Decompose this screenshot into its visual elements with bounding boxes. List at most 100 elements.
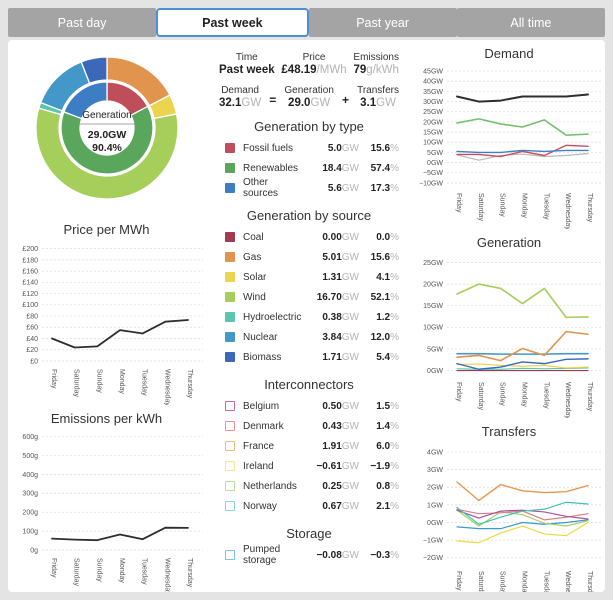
fossil-fuels-swatch — [225, 143, 235, 153]
svg-text:45GW: 45GW — [423, 68, 443, 75]
svg-text:35GW: 35GW — [423, 89, 443, 96]
svg-text:£80: £80 — [26, 313, 38, 320]
wind-swatch — [225, 292, 235, 302]
legend-row-hydroelectric: Hydroelectric 0.38GW 1.2% — [219, 307, 399, 327]
svg-text:5GW: 5GW — [427, 346, 443, 353]
svg-text:200g: 200g — [22, 510, 38, 517]
legend-label: Ireland — [243, 460, 274, 472]
svg-text:Monday: Monday — [118, 558, 125, 583]
interconnectors-section: Interconnectors Belgium 0.50GW 1.5% Denmark… — [219, 377, 399, 516]
generation-unit: GW — [310, 97, 331, 109]
svg-text:Monday: Monday — [118, 369, 125, 394]
legend-row-norway: Norway 0.67GW 2.1% — [219, 496, 399, 516]
legend-row-renewables: Renewables 18.4GW 57.4% — [219, 158, 399, 178]
renewables-swatch — [225, 163, 235, 173]
emissions-label: Emissions — [353, 52, 399, 63]
demand-chart-title: Demand — [484, 46, 534, 61]
svg-text:600g: 600g — [22, 434, 38, 441]
svg-text:−10GW: −10GW — [419, 180, 443, 187]
legend-percent: 12.0% — [370, 331, 399, 343]
tab-past-day[interactable]: Past day — [8, 8, 157, 37]
stats-row-formula: Demand 32.1GW = Generation 29.0GW + Tran… — [219, 85, 399, 109]
legend-percent: 15.6% — [370, 251, 399, 263]
other-sources-swatch — [225, 183, 235, 193]
right-column: Demand −10GW −5GW 0GW 5GW 10GW 15GW 20GW 25GW 30… — [413, 40, 605, 592]
transfers-label: Transfers — [357, 85, 399, 96]
legend-percent: −0.3% — [370, 549, 399, 561]
legend-value: 1.71GW — [322, 351, 359, 363]
pumped-storage-swatch — [225, 550, 235, 560]
legend-row-coal: Coal 0.00GW 0.0% — [219, 227, 399, 247]
legend-value: 1.91GW — [322, 440, 359, 452]
legend-percent: 5.4% — [376, 351, 399, 363]
legend-label: Denmark — [243, 420, 284, 432]
svg-text:30GW: 30GW — [423, 99, 443, 106]
legend-percent: 4.1% — [376, 271, 399, 283]
legend-value: 0.00GW — [322, 231, 359, 243]
stats-row-top: Time Past week Price £48.19/MWh Emission… — [219, 52, 399, 76]
stat-demand: Demand 32.1GW — [219, 85, 261, 109]
legend-label: France — [243, 440, 275, 452]
legend-label: Pumped storage — [243, 544, 281, 566]
legend-label: Netherlands — [243, 480, 297, 492]
equals-sign: = — [269, 93, 277, 107]
svg-text:Saturday: Saturday — [477, 382, 484, 411]
svg-text:−5GW: −5GW — [423, 170, 443, 177]
donut-segment-biomass — [80, 56, 108, 85]
tab-past-year[interactable]: Past year — [308, 8, 457, 37]
svg-text:300g: 300g — [22, 491, 38, 498]
legend-percent: 17.3% — [370, 182, 399, 194]
svg-text:£40: £40 — [26, 336, 38, 343]
storage-title: Storage — [286, 526, 332, 541]
demand-unit: GW — [241, 97, 262, 109]
dashboard-content: Generation 29.0GW 90.4% Price per MWh £0 £2… — [8, 40, 605, 592]
svg-text:Saturday: Saturday — [477, 571, 484, 592]
svg-text:Friday: Friday — [455, 193, 462, 213]
svg-text:25GW: 25GW — [423, 260, 443, 267]
transfers-unit: GW — [376, 97, 396, 109]
svg-text:1GW: 1GW — [427, 502, 443, 509]
svg-text:Saturday: Saturday — [73, 558, 80, 587]
svg-text:Thursday: Thursday — [586, 571, 593, 592]
svg-text:400g: 400g — [22, 472, 38, 479]
svg-text:100g: 100g — [22, 528, 38, 535]
tab-past-week[interactable]: Past week — [156, 8, 309, 37]
legend-row-pumped-storage: Pumped storage −0.08GW −0.3% — [219, 544, 399, 566]
emissions-chart: Emissions per kWh 0g 100g 200g 300g 400g 500g… — [8, 411, 205, 592]
legend-percent: 1.4% — [376, 420, 399, 432]
legend-value: 0.38GW — [322, 311, 359, 323]
gas-swatch — [225, 252, 235, 262]
legend-percent: 6.0% — [376, 440, 399, 452]
netherlands-swatch — [225, 481, 235, 491]
legend-label: Coal — [243, 231, 264, 243]
svg-text:Saturday: Saturday — [73, 369, 80, 398]
time-range-tabs: Past day Past week Past year All time — [8, 8, 605, 37]
legend-label: Biomass — [243, 351, 282, 363]
svg-text:£180: £180 — [22, 257, 38, 264]
legend-label: Belgium — [243, 400, 280, 412]
svg-text:Wednesday: Wednesday — [163, 369, 170, 405]
svg-text:Tuesday: Tuesday — [542, 571, 549, 592]
legend-value: 5.6GW — [327, 182, 359, 194]
norway-swatch — [225, 501, 235, 511]
donut-center-title: Generation — [82, 110, 131, 121]
price-unit: /MWh — [316, 64, 347, 76]
summary-column: Time Past week Price £48.19/MWh Emission… — [205, 40, 413, 592]
legend-row-fossil-fuels: Fossil fuels 5.0GW 15.6% — [219, 138, 399, 158]
svg-text:40GW: 40GW — [423, 79, 443, 86]
svg-text:Friday: Friday — [455, 571, 462, 591]
svg-text:Friday: Friday — [50, 558, 57, 578]
legend-row-other-sources: Other sources 5.6GW 17.3% — [219, 177, 399, 199]
generation-by-source-title: Generation by source — [246, 208, 372, 223]
plus-sign: + — [341, 93, 349, 107]
legend-row-ireland: Ireland −0.61GW −1.9% — [219, 456, 399, 476]
svg-text:Wednesday: Wednesday — [564, 382, 571, 418]
svg-text:Monday: Monday — [521, 382, 528, 407]
left-column: Generation 29.0GW 90.4% Price per MWh £0 £2… — [8, 40, 205, 592]
svg-text:Tuesday: Tuesday — [542, 193, 549, 220]
storage-section: Storage Pumped storage −0.08GW −0.3% — [219, 526, 399, 566]
legend-percent: 0.8% — [376, 480, 399, 492]
tab-all-time[interactable]: All time — [456, 8, 605, 37]
legend-value: 0.43GW — [322, 420, 359, 432]
